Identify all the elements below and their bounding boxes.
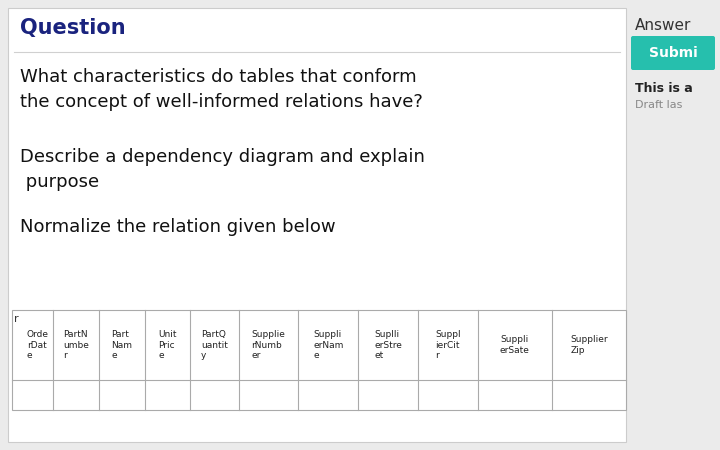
Text: This is a: This is a — [635, 82, 693, 95]
Bar — [12, 310, 626, 410]
Text: PartN
umbe
r: PartN umbe r — [63, 330, 89, 360]
Bar — [8, 8, 626, 442]
Text: Submi: Submi — [649, 46, 698, 60]
Text: Orde
rDat
e: Orde rDat e — [27, 330, 49, 360]
Text: Part
Nam
e: Part Nam e — [111, 330, 132, 360]
Text: Suppl
ierCit
r: Suppl ierCit r — [435, 330, 461, 360]
Text: PartQ
uantit
y: PartQ uantit y — [201, 330, 228, 360]
Text: Suppli
erNam
e: Suppli erNam e — [313, 330, 343, 360]
Text: Describe a dependency diagram and explain
 purpose: Describe a dependency diagram and explai… — [20, 148, 425, 191]
Text: Suppli
erSate: Suppli erSate — [500, 335, 530, 355]
Text: Answer: Answer — [635, 18, 691, 33]
Text: Suplli
erStre
et: Suplli erStre et — [374, 330, 402, 360]
Text: r: r — [14, 314, 19, 324]
Text: Normalize the relation given below: Normalize the relation given below — [20, 218, 336, 236]
FancyBboxPatch shape — [631, 36, 715, 70]
Text: Question: Question — [20, 18, 125, 38]
Text: Supplie
rNumb
er: Supplie rNumb er — [251, 330, 285, 360]
Text: Draft las: Draft las — [635, 100, 683, 110]
Text: Unit
Pric
e: Unit Pric e — [158, 330, 176, 360]
Text: What characteristics do tables that conform
the concept of well-informed relatio: What characteristics do tables that conf… — [20, 68, 423, 111]
Text: Supplier
Zip: Supplier Zip — [570, 335, 608, 355]
